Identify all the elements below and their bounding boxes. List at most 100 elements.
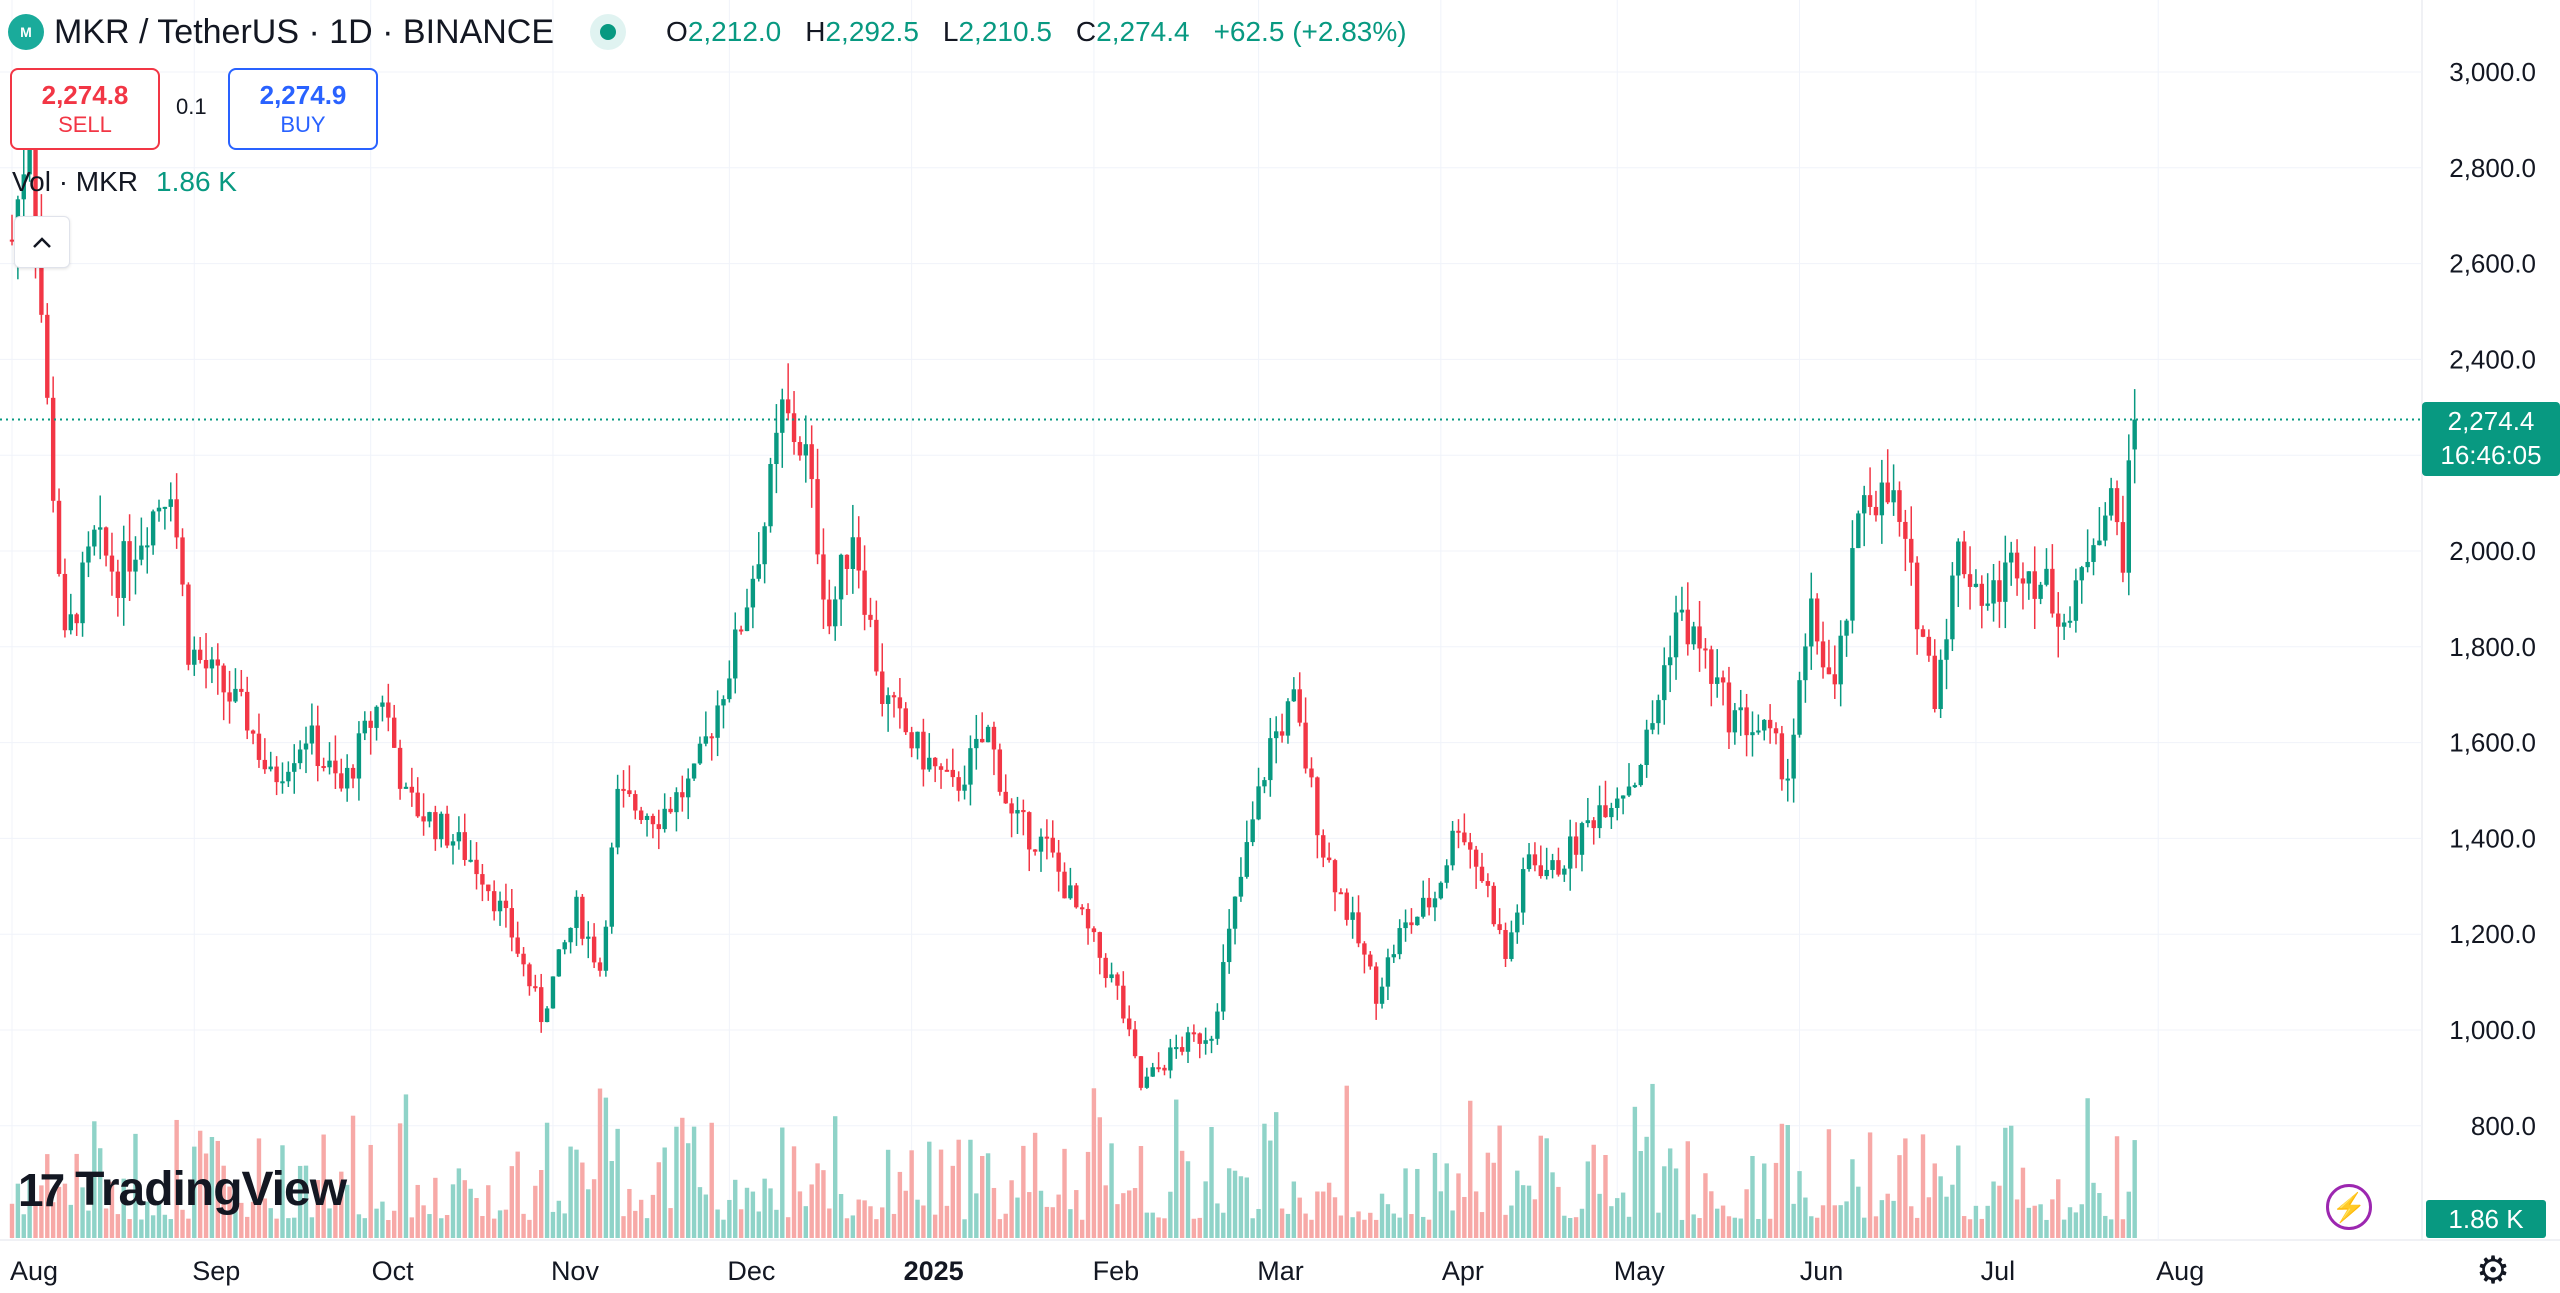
candle-body bbox=[127, 541, 132, 572]
symbol-title[interactable]: MKR / TetherUS · 1D · BINANCE bbox=[54, 12, 555, 51]
candle-body bbox=[1914, 562, 1920, 630]
volume-bar bbox=[1256, 1208, 1261, 1238]
x-tick-label: Jun bbox=[1800, 1256, 1844, 1286]
candle-body bbox=[568, 927, 573, 943]
volume-bar bbox=[1268, 1140, 1273, 1238]
volume-bar bbox=[1973, 1205, 1979, 1238]
volume-bar bbox=[644, 1218, 650, 1238]
lightning-icon[interactable]: ⚡ bbox=[2326, 1184, 2372, 1230]
volume-bar bbox=[533, 1185, 538, 1238]
volume-bar bbox=[1697, 1218, 1702, 1238]
volume-bar bbox=[556, 1200, 562, 1238]
settings-gear-icon[interactable]: ⚙ bbox=[2476, 1250, 2511, 1292]
sell-price: 2,274.8 bbox=[41, 80, 129, 110]
volume-bar bbox=[656, 1162, 661, 1238]
candle-body bbox=[480, 874, 485, 885]
candle-body bbox=[162, 506, 168, 509]
volume-bar bbox=[1397, 1217, 1402, 1238]
candle-body bbox=[1744, 707, 1749, 736]
candle-body bbox=[1268, 738, 1273, 781]
candle-body bbox=[1132, 1029, 1138, 1057]
candle-body bbox=[850, 537, 856, 569]
volume-bar bbox=[1450, 1210, 1455, 1238]
candle-body bbox=[1362, 943, 1367, 955]
volume-bar bbox=[744, 1187, 750, 1238]
candle-body bbox=[227, 692, 232, 702]
volume-bar bbox=[1497, 1125, 1502, 1238]
y-tick-label: 2,400.0 bbox=[2449, 344, 2536, 374]
close-value: 2,274.4 bbox=[1096, 16, 1190, 47]
chart-header: M MKR / TetherUS · 1D · BINANCE O2,212.0… bbox=[8, 8, 1407, 56]
order-quantity[interactable]: 0.1 bbox=[176, 94, 207, 119]
volume-bar bbox=[1138, 1146, 1144, 1238]
volume-bar bbox=[574, 1149, 579, 1238]
volume-bar bbox=[1244, 1177, 1249, 1238]
candle-body bbox=[1673, 612, 1679, 658]
y-tick-label: 1,600.0 bbox=[2449, 728, 2536, 758]
candle-body bbox=[1809, 598, 1814, 647]
volume-bar bbox=[1856, 1186, 1861, 1238]
x-tick-label: Dec bbox=[727, 1256, 775, 1286]
market-status-icon[interactable] bbox=[590, 14, 627, 50]
candle-body bbox=[691, 763, 697, 779]
volume-bar bbox=[1967, 1219, 1973, 1238]
y-tick-label: 1,800.0 bbox=[2449, 632, 2536, 662]
volume-bar bbox=[1926, 1197, 1932, 1238]
volume-bar bbox=[1009, 1180, 1014, 1238]
volume-bar bbox=[456, 1168, 462, 1238]
candle-body bbox=[1409, 922, 1414, 926]
volume-bar bbox=[1174, 1099, 1179, 1238]
volume-bar bbox=[1415, 1168, 1420, 1238]
candle-body bbox=[856, 537, 861, 571]
volume-bar bbox=[727, 1199, 732, 1238]
volume-bar bbox=[1897, 1155, 1902, 1238]
candle-body bbox=[2085, 561, 2090, 568]
candle-body bbox=[1779, 733, 1785, 780]
volume-bar bbox=[539, 1169, 544, 1238]
volume-bar bbox=[1403, 1168, 1408, 1238]
candle-body bbox=[1814, 598, 1820, 642]
sell-button[interactable]: 2,274.8 SELL bbox=[10, 68, 160, 150]
candle-body bbox=[280, 781, 285, 784]
candle-body bbox=[1503, 930, 1508, 959]
candle-body bbox=[392, 717, 397, 748]
volume-bar bbox=[2097, 1193, 2102, 1238]
candle-body bbox=[1303, 722, 1308, 769]
candle-body bbox=[1038, 836, 1044, 852]
buy-button[interactable]: 2,274.9 BUY bbox=[228, 68, 378, 150]
volume-bar bbox=[880, 1207, 885, 1238]
volume-bar bbox=[838, 1194, 844, 1238]
volume-bar bbox=[486, 1185, 491, 1238]
candle-body bbox=[1426, 897, 1432, 908]
candle-body bbox=[827, 599, 832, 627]
candle-body bbox=[1961, 541, 1967, 575]
volume-bar bbox=[2009, 1125, 2014, 1238]
volume-bar bbox=[844, 1218, 850, 1238]
volume-bar bbox=[1003, 1213, 1008, 1238]
candle-body bbox=[633, 794, 638, 811]
volume-bar bbox=[1056, 1194, 1061, 1238]
candle-body bbox=[809, 444, 814, 480]
candle-body bbox=[439, 813, 444, 840]
volume-bar bbox=[515, 1151, 520, 1238]
volume-bar bbox=[1679, 1219, 1685, 1238]
candle-body bbox=[150, 511, 156, 546]
volume-bar bbox=[1550, 1172, 1555, 1238]
candle-body bbox=[903, 708, 908, 733]
candle-body bbox=[1127, 1018, 1132, 1030]
volume-bar bbox=[862, 1200, 867, 1238]
candle-body bbox=[1079, 907, 1085, 910]
volume-bar bbox=[1209, 1127, 1214, 1238]
candle-body bbox=[803, 444, 808, 456]
candle-body bbox=[427, 812, 432, 822]
volume-bar bbox=[1285, 1213, 1291, 1238]
collapse-legend-button[interactable] bbox=[14, 216, 70, 268]
volume-bar bbox=[433, 1177, 438, 1238]
candle-body bbox=[2126, 460, 2131, 573]
volume-bar bbox=[568, 1146, 573, 1238]
candle-body bbox=[1685, 609, 1690, 645]
tradingview-logo[interactable]: 17 TradingView bbox=[18, 1162, 347, 1217]
volume-bar bbox=[1197, 1217, 1202, 1238]
volume-bar bbox=[380, 1201, 385, 1238]
